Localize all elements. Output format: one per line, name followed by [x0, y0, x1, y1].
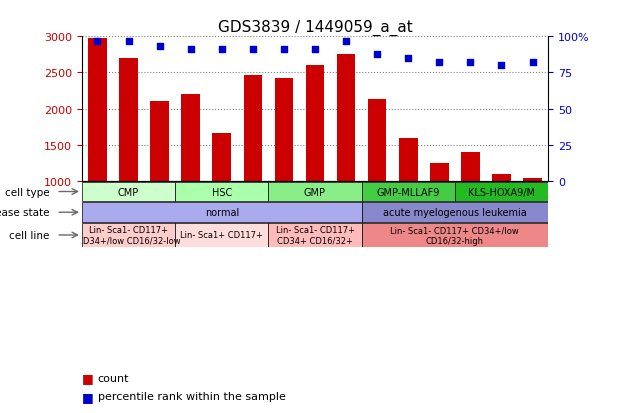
Bar: [88, 39, 106, 182]
Text: disease state: disease state: [0, 208, 49, 218]
Point: [154, 44, 164, 50]
Bar: [524, 179, 542, 182]
Text: Lin- Sca1- CD117+
CD34+/low CD16/32-low: Lin- Sca1- CD117+ CD34+/low CD16/32-low: [77, 226, 180, 245]
Text: ■: ■: [82, 371, 94, 385]
Point: [434, 60, 444, 66]
Bar: [362, 223, 548, 247]
Text: Lin- Sca1- CD117+
CD34+ CD16/32+: Lin- Sca1- CD117+ CD34+ CD16/32+: [275, 226, 355, 245]
Text: GMP-MLLAF9: GMP-MLLAF9: [377, 187, 440, 197]
Point: [403, 55, 413, 62]
Point: [279, 47, 289, 53]
Point: [496, 63, 507, 69]
Point: [372, 51, 382, 58]
Bar: [306, 66, 324, 182]
Bar: [362, 182, 455, 202]
Bar: [268, 182, 362, 202]
Bar: [244, 76, 262, 182]
Bar: [362, 203, 548, 223]
Text: percentile rank within the sample: percentile rank within the sample: [98, 392, 285, 401]
Bar: [368, 100, 386, 182]
Text: count: count: [98, 373, 129, 383]
Bar: [151, 102, 169, 182]
Bar: [337, 55, 355, 182]
Bar: [175, 223, 268, 247]
Bar: [492, 174, 511, 182]
Text: acute myelogenous leukemia: acute myelogenous leukemia: [383, 208, 527, 218]
Bar: [430, 164, 449, 182]
Title: GDS3839 / 1449059_a_at: GDS3839 / 1449059_a_at: [217, 20, 413, 36]
Text: HSC: HSC: [212, 187, 232, 197]
Bar: [82, 182, 175, 202]
Point: [248, 47, 258, 53]
Text: CMP: CMP: [118, 187, 139, 197]
Point: [93, 38, 103, 45]
Bar: [275, 78, 293, 182]
Point: [341, 38, 351, 45]
Text: KLS-HOXA9/M: KLS-HOXA9/M: [468, 187, 535, 197]
Bar: [181, 95, 200, 182]
Text: ■: ■: [82, 390, 94, 403]
Bar: [119, 59, 138, 182]
Point: [123, 38, 134, 45]
Text: cell line: cell line: [9, 230, 49, 240]
Text: GMP: GMP: [304, 187, 326, 197]
Point: [466, 60, 476, 66]
Point: [217, 47, 227, 53]
Bar: [212, 134, 231, 182]
Point: [310, 47, 320, 53]
Text: Lin- Sca1+ CD117+: Lin- Sca1+ CD117+: [180, 231, 263, 240]
Bar: [455, 182, 548, 202]
Bar: [268, 223, 362, 247]
Bar: [461, 153, 479, 182]
Text: Lin- Sca1- CD117+ CD34+/low
CD16/32-high: Lin- Sca1- CD117+ CD34+/low CD16/32-high: [391, 226, 519, 245]
Text: cell type: cell type: [4, 187, 49, 197]
Bar: [82, 203, 362, 223]
Point: [527, 60, 537, 66]
Bar: [82, 223, 175, 247]
Bar: [399, 138, 418, 182]
Point: [186, 47, 196, 53]
Text: normal: normal: [205, 208, 239, 218]
Bar: [175, 182, 268, 202]
